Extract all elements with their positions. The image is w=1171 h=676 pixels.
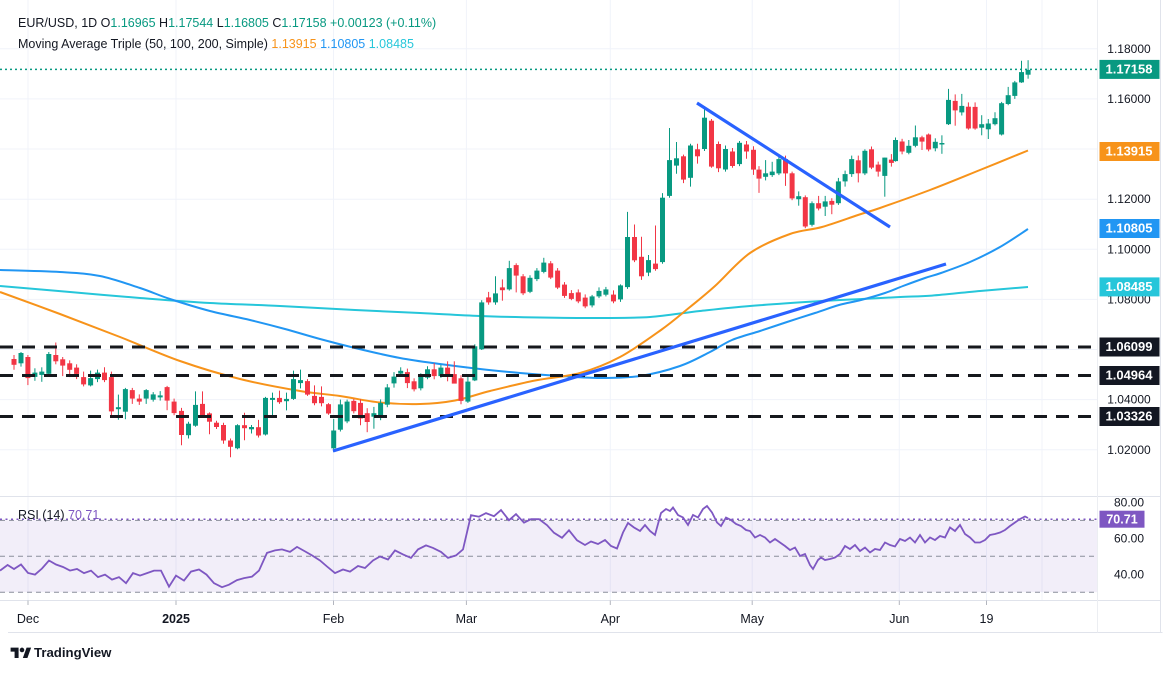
svg-text:May: May bbox=[740, 612, 764, 626]
svg-text:19: 19 bbox=[980, 612, 994, 626]
svg-text:1.03326: 1.03326 bbox=[1106, 409, 1153, 424]
svg-text:2025: 2025 bbox=[162, 612, 190, 626]
svg-text:1.13915: 1.13915 bbox=[1106, 144, 1153, 159]
svg-text:1.04000: 1.04000 bbox=[1107, 393, 1151, 407]
svg-text:80.00: 80.00 bbox=[1114, 496, 1144, 510]
svg-text:Dec: Dec bbox=[17, 612, 39, 626]
svg-text:RSI (14) 70.71: RSI (14) 70.71 bbox=[18, 508, 99, 522]
svg-text:40.00: 40.00 bbox=[1114, 567, 1144, 581]
svg-text:EUR/USD, 1D O1.16965 H1.17544: EUR/USD, 1D O1.16965 H1.17544 L1.16805 C… bbox=[18, 16, 436, 30]
svg-text:1.10805: 1.10805 bbox=[1106, 221, 1153, 236]
svg-text:1.17158: 1.17158 bbox=[1106, 62, 1153, 77]
svg-text:1.12000: 1.12000 bbox=[1107, 192, 1151, 206]
svg-text:1.02000: 1.02000 bbox=[1107, 443, 1151, 457]
svg-text:1.10000: 1.10000 bbox=[1107, 242, 1151, 256]
svg-text:Jun: Jun bbox=[889, 612, 909, 626]
svg-text:1.08485: 1.08485 bbox=[1106, 279, 1153, 294]
svg-text:Mar: Mar bbox=[456, 612, 478, 626]
svg-text:1.06099: 1.06099 bbox=[1106, 339, 1153, 354]
svg-text:60.00: 60.00 bbox=[1114, 531, 1144, 545]
svg-text:TradingView: TradingView bbox=[34, 645, 112, 660]
svg-text:Feb: Feb bbox=[323, 612, 345, 626]
svg-text:Apr: Apr bbox=[601, 612, 620, 626]
svg-text:Moving Average Triple (50, 100: Moving Average Triple (50, 100, 200, Sim… bbox=[18, 37, 414, 51]
svg-text:1.16000: 1.16000 bbox=[1107, 92, 1151, 106]
svg-text:1.04964: 1.04964 bbox=[1106, 368, 1154, 383]
svg-text:70.71: 70.71 bbox=[1106, 512, 1137, 526]
svg-text:1.18000: 1.18000 bbox=[1107, 42, 1151, 56]
